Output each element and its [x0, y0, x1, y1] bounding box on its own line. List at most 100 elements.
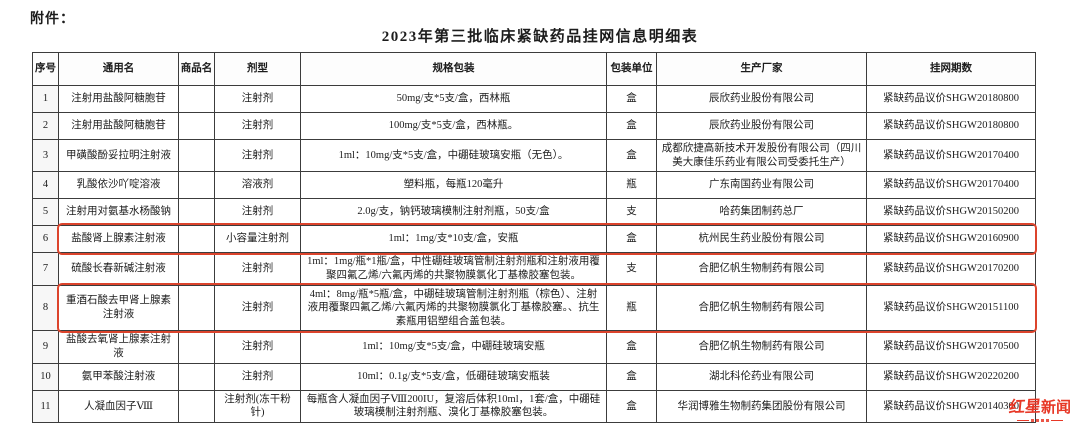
cell-packaging-unit: 瓶	[606, 171, 657, 200]
header-cell: 规格包装	[300, 52, 607, 86]
cell-manufacturer: 合肥亿帆生物制药有限公司	[656, 252, 867, 286]
cell-listing-period: 紧缺药品议价SHGW20140300	[866, 389, 1036, 424]
page-title: 2023年第三批临床紧缺药品挂网信息明细表	[381, 29, 699, 45]
table-row: 4 乳酸依沙吖啶溶液 溶液剂 塑料瓶，每瓶120毫升 瓶 广东南国药业有限公司 …	[32, 171, 1036, 200]
cell-dosage-form: 小容量注射剂	[214, 225, 301, 254]
cell-listing-period: 紧缺药品议价SHGW20151100	[866, 284, 1036, 332]
cell-spec-packaging: 100mg/支*5支/盒，西林瓶。	[300, 112, 607, 140]
cell-brand-name	[178, 330, 215, 364]
cell-generic-name: 乳酸依沙吖啶溶液	[58, 171, 179, 200]
cell-dosage-form: 注射剂	[214, 198, 301, 227]
cell-manufacturer: 哈药集团制药总厂	[656, 198, 867, 227]
cell-brand-name	[178, 171, 215, 200]
cell-generic-name: 注射用对氨基水杨酸钠	[58, 198, 179, 227]
cell-generic-name: 注射用盐酸阿糖胞苷	[58, 112, 179, 140]
cell-spec-packaging: 2.0g/支，钠钙玻璃模制注射剂瓶，50支/盒	[300, 198, 607, 227]
cell-spec-packaging: 塑料瓶，每瓶120毫升	[300, 171, 607, 200]
table-row: 8 重酒石酸去甲肾上腺素注射液 注射剂 4ml：8mg/瓶*5瓶/盒，中硼硅玻璃…	[32, 283, 1038, 334]
cell-generic-name: 注射用盐酸阿糖胞苷	[58, 85, 179, 113]
cell-generic-name: 硫酸长春新碱注射液	[58, 252, 179, 286]
cell-listing-period: 紧缺药品议价SHGW20160900	[866, 225, 1036, 254]
cell-manufacturer: 杭州民生药业股份有限公司	[656, 225, 867, 254]
cell-dosage-form: 注射剂	[214, 284, 301, 332]
header-cell: 剂型	[214, 52, 301, 86]
cell-serial-number: 1	[32, 85, 59, 113]
cell-brand-name	[178, 225, 215, 254]
cell-listing-period: 紧缺药品议价SHGW20180800	[866, 85, 1036, 113]
cell-packaging-unit: 瓶	[606, 284, 657, 332]
cell-spec-packaging: 50mg/支*5支/盒，西林瓶	[300, 85, 607, 113]
cell-brand-name	[178, 85, 215, 113]
cell-spec-packaging: 1ml：1mg/支*10支/盒，安瓶	[300, 225, 607, 254]
table-body: 1 注射用盐酸阿糖胞苷 注射剂 50mg/支*5支/盒，西林瓶 盒 辰欣药业股份…	[32, 85, 1038, 424]
cell-packaging-unit: 盒	[606, 112, 657, 140]
cell-listing-period: 紧缺药品议价SHGW20220200	[866, 362, 1036, 391]
cell-generic-name: 人凝血因子Ⅷ	[58, 389, 179, 424]
cell-spec-packaging: 每瓶含人凝血因子Ⅷ200IU，复溶后体积10ml，1套/盒，中硼硅玻璃模制注射剂…	[300, 389, 607, 424]
table-row: 10 氨甲苯酸注射液 注射剂 10ml：0.1g/支*5支/盒，低硼硅玻璃安瓶装…	[32, 362, 1036, 391]
table-row: 5 注射用对氨基水杨酸钠 注射剂 2.0g/支，钠钙玻璃模制注射剂瓶，50支/盒…	[32, 198, 1036, 227]
header-cell: 挂网期数	[866, 52, 1036, 86]
cell-spec-packaging: 1ml：10mg/支*5支/盒，中硼硅玻璃安瓶（无色）。	[300, 138, 607, 173]
cell-manufacturer: 湖北科伦药业有限公司	[656, 362, 867, 391]
cell-brand-name	[178, 252, 215, 286]
cell-packaging-unit: 支	[606, 198, 657, 227]
cell-serial-number: 5	[32, 198, 59, 227]
cell-listing-period: 紧缺药品议价SHGW20170400	[866, 171, 1036, 200]
header-cell: 通用名	[58, 52, 179, 86]
cell-packaging-unit: 盒	[606, 362, 657, 391]
cell-spec-packaging: 1ml：1mg/瓶*1瓶/盒，中性硼硅玻璃管制注射剂瓶和注射液用覆聚四氟乙烯/六…	[300, 252, 607, 286]
table-row: 9 盐酸去氧肾上腺素注射液 注射剂 1ml：10mg/支*5支/盒，中硼硅玻璃安…	[32, 330, 1036, 364]
cell-dosage-form: 注射剂	[214, 330, 301, 364]
cell-dosage-form: 注射剂	[214, 138, 301, 173]
cell-generic-name: 甲磺酸酚妥拉明注射液	[58, 138, 179, 173]
cell-brand-name	[178, 112, 215, 140]
cell-manufacturer: 广东南国药业有限公司	[656, 171, 867, 200]
cell-dosage-form: 注射剂	[214, 112, 301, 140]
cell-serial-number: 6	[32, 225, 59, 254]
table-row: 1 注射用盐酸阿糖胞苷 注射剂 50mg/支*5支/盒，西林瓶 盒 辰欣药业股份…	[32, 85, 1036, 113]
cell-manufacturer: 合肥亿帆生物制药有限公司	[656, 284, 867, 332]
cell-brand-name	[178, 362, 215, 391]
header-cell: 生产厂家	[656, 52, 867, 86]
header-cell: 包装单位	[606, 52, 657, 86]
cell-dosage-form: 注射剂(冻干粉针)	[214, 389, 301, 424]
table-row: 2 注射用盐酸阿糖胞苷 注射剂 100mg/支*5支/盒，西林瓶。 盒 辰欣药业…	[32, 112, 1036, 140]
cell-packaging-unit: 盒	[606, 389, 657, 424]
drug-shortage-table: 序号 通用名 商品名 剂型 规格包装 包装单位 生产厂家 挂网期数 1 注射用盐酸阿糖胞苷 注…	[32, 52, 1038, 424]
cell-serial-number: 7	[32, 252, 59, 286]
cell-packaging-unit: 盒	[606, 330, 657, 364]
cell-brand-name	[178, 138, 215, 173]
cell-dosage-form: 注射剂	[214, 252, 301, 286]
cell-generic-name: 氨甲苯酸注射液	[58, 362, 179, 391]
cell-packaging-unit: 盒	[606, 85, 657, 113]
cell-dosage-form: 溶液剂	[214, 171, 301, 200]
cell-listing-period: 紧缺药品议价SHGW20170500	[866, 330, 1036, 364]
cell-serial-number: 4	[32, 171, 59, 200]
cell-serial-number: 10	[32, 362, 59, 391]
cell-listing-period: 紧缺药品议价SHGW20170200	[866, 252, 1036, 286]
cell-listing-period: 紧缺药品议价SHGW20170400	[866, 138, 1036, 173]
table-row: 6 盐酸肾上腺素注射液 小容量注射剂 1ml：1mg/支*10支/盒，安瓶 盒 …	[32, 223, 1038, 256]
cell-spec-packaging: 4ml：8mg/瓶*5瓶/盒，中硼硅玻璃管制注射剂瓶（棕色）、注射液用覆聚四氟乙…	[300, 284, 607, 332]
cell-listing-period: 紧缺药品议价SHGW20180800	[866, 112, 1036, 140]
cell-spec-packaging: 1ml：10mg/支*5支/盒，中硼硅玻璃安瓶	[300, 330, 607, 364]
cell-serial-number: 2	[32, 112, 59, 140]
cell-manufacturer: 合肥亿帆生物制药有限公司	[656, 330, 867, 364]
cell-serial-number: 9	[32, 330, 59, 364]
cell-serial-number: 11	[32, 389, 59, 424]
header-cell: 商品名	[178, 52, 215, 86]
table-row: 7 硫酸长春新碱注射液 注射剂 1ml：1mg/瓶*1瓶/盒，中性硼硅玻璃管制注…	[32, 252, 1036, 286]
cell-spec-packaging: 10ml：0.1g/支*5支/盒，低硼硅玻璃安瓶装	[300, 362, 607, 391]
cell-listing-period: 紧缺药品议价SHGW20150200	[866, 198, 1036, 227]
cell-generic-name: 盐酸肾上腺素注射液	[57, 223, 1038, 256]
cell-brand-name	[178, 198, 215, 227]
cell-generic-name: 盐酸去氧肾上腺素注射液	[58, 330, 179, 364]
table-header-row: 序号 通用名 商品名 剂型 规格包装 包装单位 生产厂家 挂网期数	[32, 52, 1036, 86]
cell-manufacturer: 辰欣药业股份有限公司	[656, 112, 867, 140]
cell-dosage-form: 注射剂	[214, 362, 301, 391]
cell-serial-number: 8	[32, 284, 59, 332]
cell-brand-name	[178, 389, 215, 424]
cell-manufacturer: 成都欣捷高新技术开发股份有限公司（四川美大康佳乐药业有限公司受委托生产）	[656, 138, 867, 173]
